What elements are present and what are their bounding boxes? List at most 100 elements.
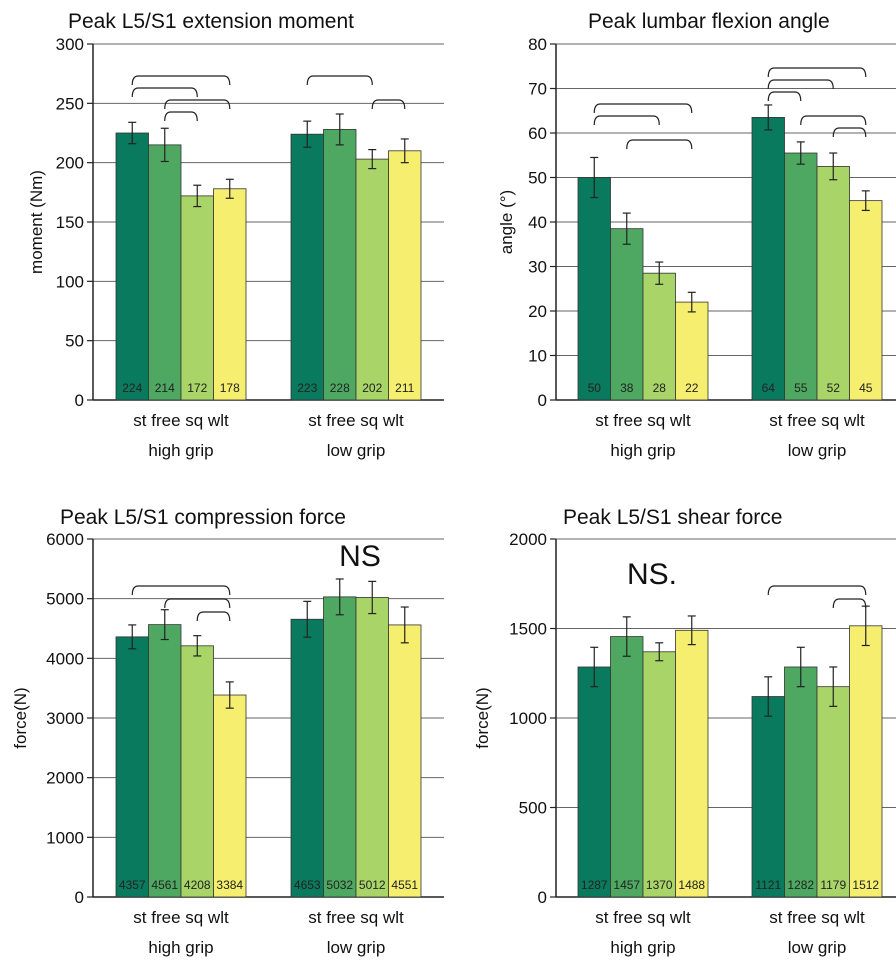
ns-annotation: NS bbox=[339, 540, 381, 573]
bar bbox=[784, 152, 818, 401]
x-group-label: low grip bbox=[788, 938, 847, 957]
bar bbox=[323, 596, 357, 898]
data-label: 1282 bbox=[787, 878, 814, 892]
significance-bracket bbox=[131, 87, 198, 98]
bar bbox=[849, 200, 883, 401]
bar bbox=[577, 177, 611, 401]
significance-bracket bbox=[371, 99, 406, 110]
significance-bracket bbox=[164, 111, 198, 122]
x-category-labels: st free sq wlt bbox=[133, 908, 229, 927]
y-tick-label: 200 bbox=[56, 154, 84, 173]
significance-bracket bbox=[767, 79, 834, 90]
data-label: 223 bbox=[297, 381, 317, 395]
data-label: 1488 bbox=[678, 878, 705, 892]
ns-annotation: NS. bbox=[627, 558, 677, 591]
y-tick-label: 6000 bbox=[46, 530, 84, 549]
data-label: 64 bbox=[762, 381, 776, 395]
y-tick-label: 150 bbox=[56, 213, 84, 232]
y-tick-label: 5000 bbox=[46, 590, 84, 609]
data-label: 4561 bbox=[151, 878, 178, 892]
bar bbox=[290, 133, 324, 401]
bar bbox=[213, 694, 247, 898]
bar bbox=[355, 158, 389, 401]
x-category-labels: st free sq wlt bbox=[769, 411, 865, 430]
y-tick-label: 60 bbox=[528, 124, 547, 143]
significance-bracket bbox=[164, 99, 231, 110]
significance-bracket bbox=[832, 127, 867, 138]
y-axis-label: moment (Nm) bbox=[27, 170, 46, 274]
data-label: 38 bbox=[620, 381, 634, 395]
y-tick-label: 1500 bbox=[509, 620, 547, 639]
x-group-label: high grip bbox=[610, 441, 675, 460]
x-group-label: high grip bbox=[148, 938, 213, 957]
data-label: 172 bbox=[187, 381, 207, 395]
bar bbox=[180, 195, 214, 401]
y-tick-label: 100 bbox=[56, 272, 84, 291]
y-tick-label: 80 bbox=[528, 35, 547, 54]
x-group-label: high grip bbox=[148, 441, 213, 460]
chart-title: Peak L5/S1 extension moment bbox=[68, 10, 354, 33]
x-group-label: high grip bbox=[610, 938, 675, 957]
data-label: 5012 bbox=[359, 878, 386, 892]
significance-bracket bbox=[800, 115, 867, 126]
data-label: 224 bbox=[122, 381, 142, 395]
x-category-labels: st free sq wlt bbox=[595, 411, 691, 430]
data-label: 1121 bbox=[755, 878, 781, 892]
bar bbox=[115, 132, 149, 401]
x-group-label: low grip bbox=[327, 441, 386, 460]
data-label: 45 bbox=[859, 381, 873, 395]
chart-title: Peak L5/S1 shear force bbox=[563, 506, 782, 529]
data-label: 22 bbox=[685, 381, 699, 395]
bar bbox=[148, 624, 182, 898]
y-tick-label: 2000 bbox=[46, 769, 84, 788]
y-tick-label: 50 bbox=[528, 169, 547, 188]
y-tick-label: 0 bbox=[538, 391, 547, 410]
y-tick-label: 30 bbox=[528, 258, 547, 277]
data-label: 1179 bbox=[820, 878, 846, 892]
chart-panel-2: Peak lumbar flexion angle 0 10 20 30 40 50 60 70… bbox=[497, 10, 896, 460]
y-tick-label: 1000 bbox=[46, 828, 84, 847]
significance-bracket bbox=[767, 91, 802, 102]
bar bbox=[388, 150, 422, 401]
y-tick-label: 500 bbox=[519, 799, 547, 818]
x-group-label: low grip bbox=[788, 441, 847, 460]
significance-bracket bbox=[626, 139, 693, 150]
bar bbox=[751, 696, 785, 898]
bar bbox=[816, 165, 850, 401]
x-group-label: low grip bbox=[327, 938, 386, 957]
data-label: 1512 bbox=[852, 878, 879, 892]
significance-bracket bbox=[131, 585, 231, 596]
bar bbox=[290, 618, 324, 898]
significance-bracket bbox=[767, 585, 867, 596]
bar bbox=[180, 645, 214, 898]
x-category-labels: st free sq wlt bbox=[595, 908, 691, 927]
significance-bracket bbox=[593, 103, 693, 114]
significance-bracket bbox=[832, 598, 867, 609]
data-label: 1370 bbox=[646, 878, 673, 892]
y-tick-label: 0 bbox=[75, 391, 84, 410]
bar bbox=[213, 188, 247, 401]
y-tick-label: 2000 bbox=[509, 530, 547, 549]
data-label: 5032 bbox=[326, 878, 353, 892]
y-tick-label: 300 bbox=[56, 35, 84, 54]
y-tick-label: 0 bbox=[75, 888, 84, 907]
significance-bracket bbox=[164, 598, 231, 609]
bar bbox=[323, 129, 357, 401]
y-tick-label: 3000 bbox=[46, 709, 84, 728]
bar bbox=[642, 651, 676, 898]
data-label: 202 bbox=[362, 381, 382, 395]
data-label: 52 bbox=[827, 381, 841, 395]
data-label: 1287 bbox=[581, 878, 608, 892]
significance-bracket bbox=[306, 75, 373, 86]
bar bbox=[388, 624, 422, 898]
y-tick-label: 4000 bbox=[46, 649, 84, 668]
data-label: 4357 bbox=[119, 878, 146, 892]
y-tick-label: 1000 bbox=[509, 709, 547, 728]
y-tick-label: 0 bbox=[538, 888, 547, 907]
bar bbox=[610, 636, 644, 898]
chart-panel-4: Peak L5/S1 shear force 0 500 1000 1500 2000 fo… bbox=[473, 506, 896, 957]
significance-bracket bbox=[196, 611, 231, 622]
data-label: 178 bbox=[220, 381, 240, 395]
bar bbox=[751, 117, 785, 401]
chart-panel-3: Peak L5/S1 compression force 0 1000 2000 300… bbox=[11, 506, 444, 957]
